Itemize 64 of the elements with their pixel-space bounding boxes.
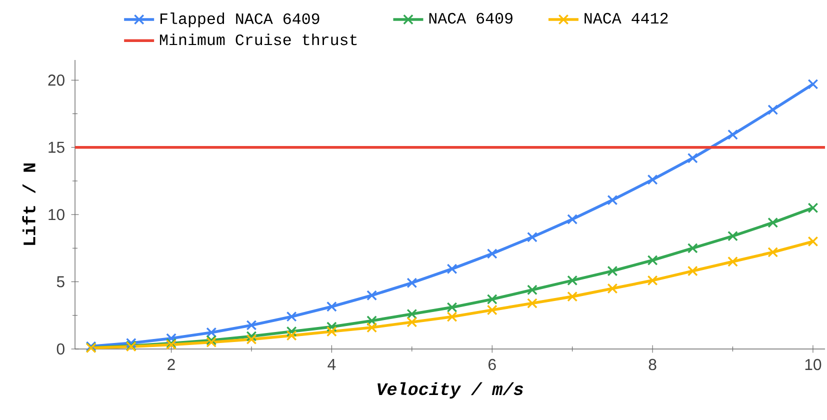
point xyxy=(326,301,337,312)
point xyxy=(567,291,578,302)
point xyxy=(808,236,818,247)
point xyxy=(607,283,618,294)
point xyxy=(366,290,378,301)
point xyxy=(567,214,578,225)
point xyxy=(246,320,257,330)
point xyxy=(728,230,738,242)
point xyxy=(567,275,578,286)
legend-label: Flapped NACA 6409 xyxy=(160,12,320,28)
legend-label: NACA 4412 xyxy=(584,12,668,24)
point xyxy=(406,278,418,288)
point xyxy=(166,333,176,344)
legend-label: NACA 6409 xyxy=(429,12,512,24)
y-tick-label: 0 xyxy=(56,343,64,355)
x-tick-label: 6 xyxy=(488,358,496,370)
point xyxy=(527,298,538,309)
point xyxy=(728,256,738,267)
y-axis-title: Lift / N xyxy=(22,163,36,245)
point xyxy=(286,311,297,322)
point xyxy=(406,316,418,328)
point xyxy=(406,308,418,320)
point xyxy=(607,266,618,276)
point xyxy=(286,330,297,341)
x-tick-label: 8 xyxy=(648,358,656,370)
point xyxy=(687,152,698,164)
point xyxy=(728,129,738,140)
point xyxy=(206,327,217,338)
x-tick-label: 2 xyxy=(168,358,175,370)
point xyxy=(808,78,818,90)
point xyxy=(768,246,778,258)
point xyxy=(446,264,458,274)
point xyxy=(286,326,297,337)
point xyxy=(808,202,818,214)
point xyxy=(246,334,257,345)
point xyxy=(486,248,498,259)
point xyxy=(366,322,378,333)
point xyxy=(527,284,538,296)
x-axis-title: Velocity / m/s xyxy=(378,382,523,399)
point xyxy=(446,302,458,313)
y-tick-label: 20 xyxy=(48,74,64,86)
y-tick-label: 5 xyxy=(56,276,64,288)
point xyxy=(246,330,257,342)
point xyxy=(126,338,136,348)
point xyxy=(607,194,618,206)
x-tick-label: 4 xyxy=(328,358,336,370)
point xyxy=(647,174,658,185)
point xyxy=(326,326,337,337)
point xyxy=(326,322,337,332)
point xyxy=(486,294,498,304)
point xyxy=(647,255,658,266)
point xyxy=(768,104,778,115)
point xyxy=(446,311,458,322)
point xyxy=(687,266,698,276)
x-tick-label: 10 xyxy=(805,358,822,370)
point xyxy=(486,304,498,316)
y-tick-label: 15 xyxy=(48,142,64,153)
point xyxy=(527,232,538,242)
point xyxy=(768,217,778,228)
legend-label: Minimum Cruise thrust xyxy=(160,34,357,46)
point xyxy=(366,316,378,326)
point xyxy=(687,242,698,254)
y-tick-label: 10 xyxy=(48,208,64,220)
point xyxy=(647,275,658,286)
